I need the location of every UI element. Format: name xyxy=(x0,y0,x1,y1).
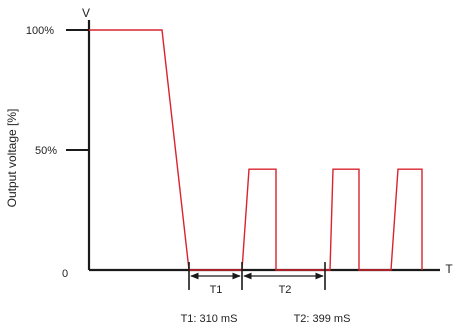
caption-t1: T1: 310 mS xyxy=(181,313,238,325)
y-axis-title: Output voltage [%] xyxy=(5,109,19,208)
x-axis-symbol: T xyxy=(445,262,453,276)
caption-t2: T2: 399 mS xyxy=(294,313,351,325)
y-tick-label-0: 0 xyxy=(62,268,68,280)
interval-label-t1: T1 xyxy=(210,284,223,296)
interval-label-t2: T2 xyxy=(279,284,292,296)
y-axis-symbol: V xyxy=(82,6,90,20)
voltage-waveform xyxy=(89,29,423,271)
y-tick-label-100: 100% xyxy=(26,25,54,37)
y-tick-label-50: 50% xyxy=(35,145,57,157)
